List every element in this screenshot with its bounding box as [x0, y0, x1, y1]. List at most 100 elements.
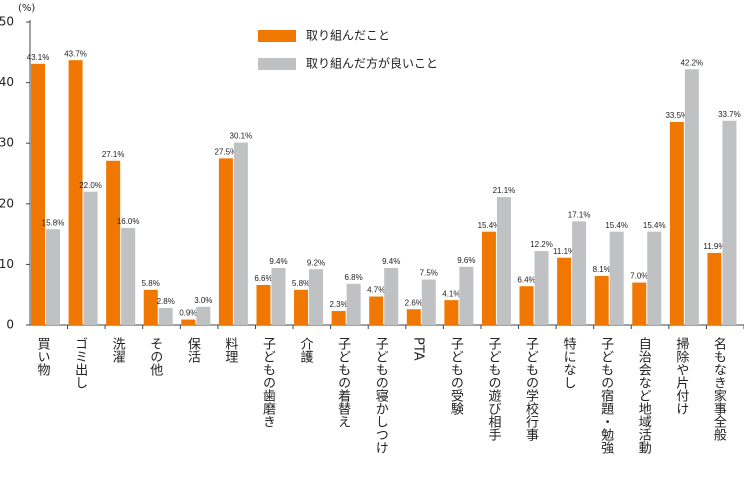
value-label: 5.8% [142, 279, 160, 288]
bar [572, 221, 587, 325]
value-label: 27.5% [215, 147, 238, 156]
bar [121, 228, 136, 325]
value-label: 11.9% [703, 242, 725, 251]
value-label: 4.1% [442, 289, 460, 298]
bar [647, 231, 662, 325]
bar [707, 252, 722, 325]
bar [294, 289, 309, 325]
value-label: 2.3% [330, 300, 348, 309]
x-tick-label: 名もなき家事全般 [711, 336, 727, 442]
bar [181, 319, 196, 325]
y-tick-label: 20 [0, 196, 14, 210]
value-label: 8.1% [593, 265, 611, 274]
x-tick-label: PTA [410, 337, 425, 361]
bar [331, 311, 346, 325]
value-label: 5.8% [292, 279, 310, 288]
value-label: 21.1% [493, 186, 516, 195]
value-label: 15.4% [643, 221, 666, 230]
value-label: 2.8% [157, 297, 175, 306]
x-tick-label: 料理 [222, 337, 238, 363]
value-label: 43.7% [64, 49, 87, 58]
value-label: 0.9% [179, 309, 197, 318]
y-tick-label: 0 [6, 318, 14, 332]
y-tick-label: 30 [0, 136, 14, 150]
bar [421, 279, 436, 325]
x-tick-label: 子どもの宿題・勉強 [598, 337, 614, 454]
y-tick-label: 50 [0, 15, 14, 29]
value-label: 15.4% [478, 221, 501, 230]
value-label: 2.6% [405, 298, 423, 307]
legend-swatch [258, 58, 296, 70]
bar [271, 268, 286, 325]
value-label: 9.4% [269, 257, 287, 266]
x-tick-label: その他 [147, 337, 163, 377]
legend-swatch [258, 30, 296, 42]
value-label: 6.8% [345, 273, 363, 282]
value-label: 9.4% [382, 257, 400, 266]
bar [233, 142, 248, 325]
bar [83, 191, 98, 325]
bar [196, 306, 211, 325]
value-label: 30.1% [230, 132, 253, 141]
bar [369, 296, 384, 325]
bar [669, 121, 684, 326]
value-label: 33.7% [718, 110, 741, 119]
bar [256, 285, 271, 325]
bar [158, 308, 173, 325]
bar [684, 69, 699, 325]
value-label: 3.0% [194, 296, 212, 305]
x-tick-label: 特になし [561, 337, 577, 389]
bar [481, 231, 496, 325]
value-label: 11.1% [553, 247, 575, 256]
value-label: 22.0% [79, 181, 102, 190]
x-tick-label: 買い物 [35, 337, 51, 377]
x-tick-label: 子どもの着替え [335, 337, 351, 428]
x-tick-label: 子どもの歯磨き [260, 337, 276, 428]
value-label: 7.5% [420, 269, 438, 278]
legend-label: 取り組んだこと [306, 29, 390, 43]
value-label: 15.4% [605, 221, 628, 230]
legend-label: 取り組んだ方が良いこと [306, 56, 438, 71]
value-label: 9.6% [457, 256, 475, 265]
value-label: 43.1% [27, 53, 50, 62]
value-label: 6.6% [254, 274, 272, 283]
value-label: 7.0% [630, 272, 648, 281]
value-label: 12.2% [530, 240, 553, 249]
x-tick-label: 子どもの寝かしつけ [373, 337, 389, 454]
value-label: 33.5% [665, 111, 688, 120]
value-label: 17.1% [568, 210, 591, 219]
bar [459, 266, 474, 325]
x-tick-label: 洗濯 [110, 337, 126, 363]
bar [609, 231, 624, 325]
bar [346, 283, 361, 325]
x-tick-label: 保活 [185, 337, 201, 363]
x-tick-label: 自治会など地域活動 [636, 337, 652, 455]
bar [31, 63, 45, 326]
x-tick-label: ゴミ出し [72, 337, 87, 389]
bar [309, 269, 324, 325]
bar [68, 60, 83, 325]
x-tick-label: 子どもの遊び相手 [485, 337, 501, 441]
bar [444, 300, 459, 325]
bar [46, 229, 60, 325]
bar [722, 120, 737, 325]
bar [557, 257, 572, 325]
value-label: 42.2% [680, 58, 703, 67]
value-label: 15.8% [42, 218, 65, 227]
bar [384, 268, 399, 325]
bar [534, 251, 549, 325]
x-tick-label: 掃除や片付け [673, 336, 689, 415]
bar [594, 275, 609, 325]
bar [632, 282, 647, 325]
x-tick-label: 子どもの学校行事 [523, 337, 539, 441]
y-tick-label: 10 [0, 257, 14, 271]
value-label: 4.7% [367, 286, 385, 295]
bar [406, 309, 421, 325]
bar [143, 289, 158, 325]
value-label: 16.0% [117, 217, 140, 226]
value-label: 27.1% [102, 150, 125, 159]
bar [519, 286, 534, 325]
x-tick-label: 子どもの受験 [448, 337, 464, 416]
bar [218, 158, 233, 325]
